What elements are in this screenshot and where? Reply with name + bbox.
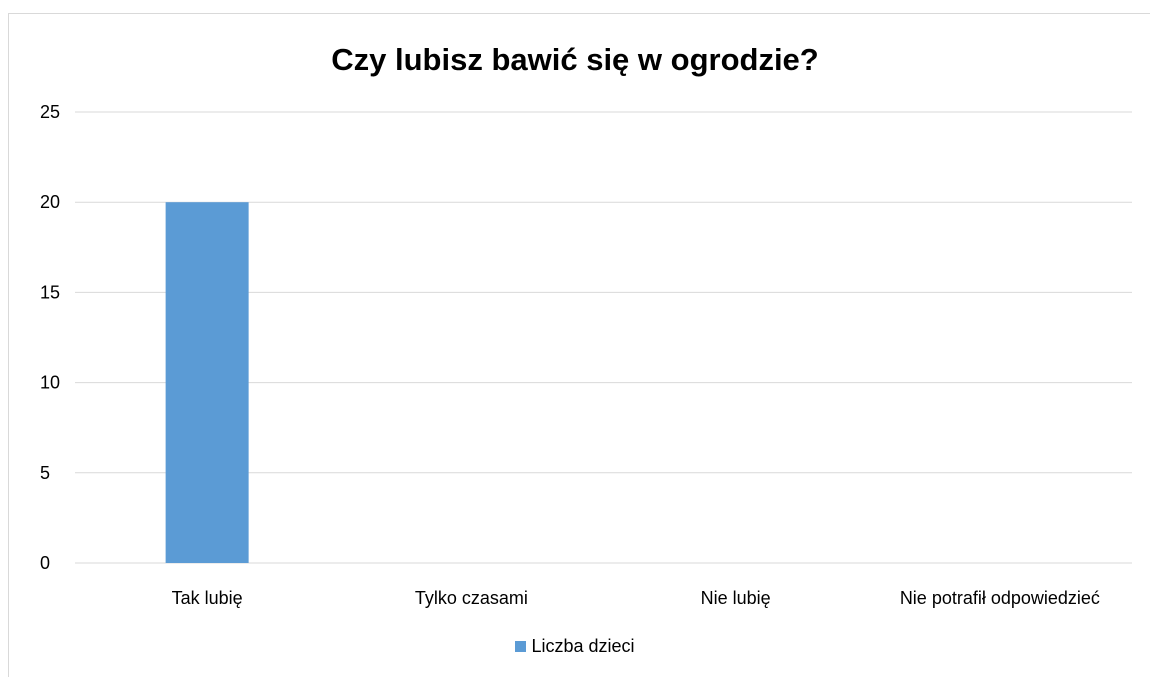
- y-tick-label: 10: [40, 373, 60, 393]
- legend: Liczba dzieci: [0, 636, 1150, 657]
- y-tick-label: 20: [40, 192, 60, 212]
- x-tick-label: Tak lubię: [172, 588, 243, 608]
- x-tick-label: Nie lubię: [701, 588, 771, 608]
- x-axis: Tak lubię Tylko czasami Nie lubię Nie potra…: [172, 588, 1100, 608]
- legend-swatch: [515, 641, 527, 652]
- y-tick-label: 0: [40, 553, 50, 573]
- bar: [165, 202, 249, 563]
- y-axis: 0 5 10 15 20 25: [40, 102, 60, 573]
- x-tick-label: Nie potrafił odpowiedzieć: [900, 588, 1100, 608]
- legend-label: Liczba dzieci: [531, 636, 635, 656]
- gridlines: [75, 111, 1132, 564]
- y-tick-label: 5: [40, 463, 50, 483]
- y-tick-label: 15: [40, 282, 60, 302]
- chart-title: Czy lubisz bawić się w ogrodzie?: [331, 42, 819, 77]
- y-tick-label: 25: [40, 102, 60, 122]
- bars: [165, 202, 249, 563]
- x-tick-label: Tylko czasami: [415, 588, 528, 608]
